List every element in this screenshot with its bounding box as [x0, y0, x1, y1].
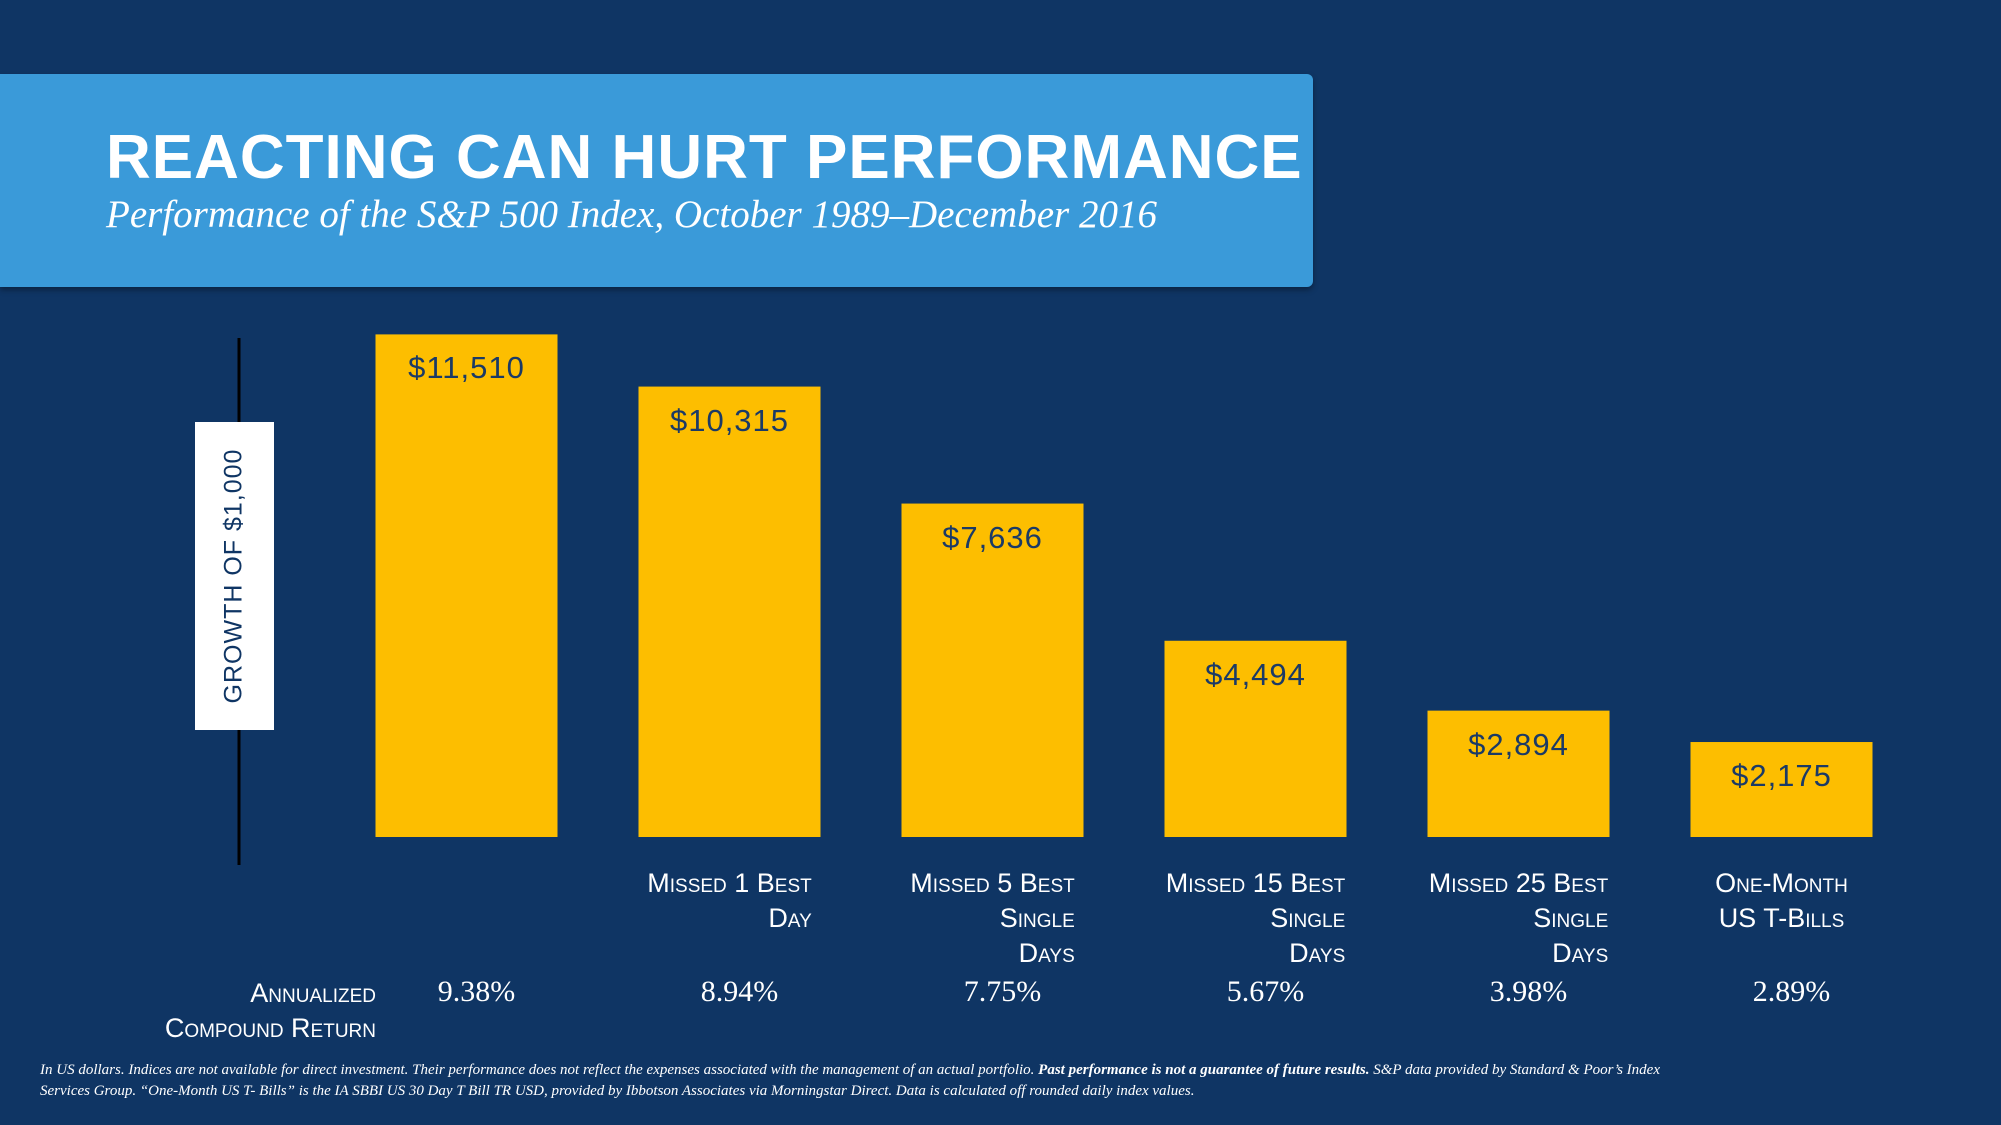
bar [1164, 640, 1347, 837]
return-value: 7.75% [963, 975, 1042, 1008]
footnote-text: In US dollars. Indices are not available… [40, 1062, 1039, 1078]
bar [638, 386, 821, 837]
x-tick-label: Missed 15 Best Single Days [1165, 868, 1346, 968]
return-value: 2.89% [1752, 975, 1831, 1008]
x-tick-label: Missed 1 Best Day [647, 868, 812, 933]
chart-subtitle: Performance of the S&P 500 Index, Octobe… [106, 193, 1157, 236]
title-banner [0, 74, 1313, 287]
footnote-text: S&P data provided by Standard & Poor’s I… [40, 1062, 1660, 1099]
y-axis-label: GROWTH OF $1,000 [219, 448, 248, 704]
bar [375, 334, 558, 837]
x-tick-label: Missed 5 Best Single Days [910, 868, 1075, 968]
value-label: $10,315 [669, 402, 790, 438]
x-tick-label: One-Month US T-Bills [1715, 868, 1848, 933]
footnote: In US dollars. Indices are not available… [40, 1060, 1660, 1102]
value-label: $7,636 [942, 519, 1043, 555]
y-label-box [195, 422, 274, 730]
x-tick-label: Missed 25 Best Single Days [1428, 868, 1609, 968]
footnote-bold: Past performance is not a guarantee of f… [1038, 1062, 1370, 1078]
return-row-label: Annualized Compound Return [164, 978, 376, 1043]
value-label: $4,494 [1205, 656, 1306, 692]
bar [901, 503, 1084, 837]
return-value: 9.38% [437, 975, 516, 1008]
chart-title: REACTING CAN HURT PERFORMANCE [106, 123, 1303, 192]
bar [1427, 710, 1610, 837]
value-label: $2,175 [1731, 758, 1832, 794]
return-value: 5.67% [1226, 975, 1305, 1008]
return-value: 8.94% [700, 975, 779, 1008]
bar [1690, 742, 1873, 837]
return-value: 3.98% [1489, 975, 1568, 1008]
value-label: $11,510 [408, 350, 525, 386]
value-label: $2,894 [1468, 726, 1569, 762]
